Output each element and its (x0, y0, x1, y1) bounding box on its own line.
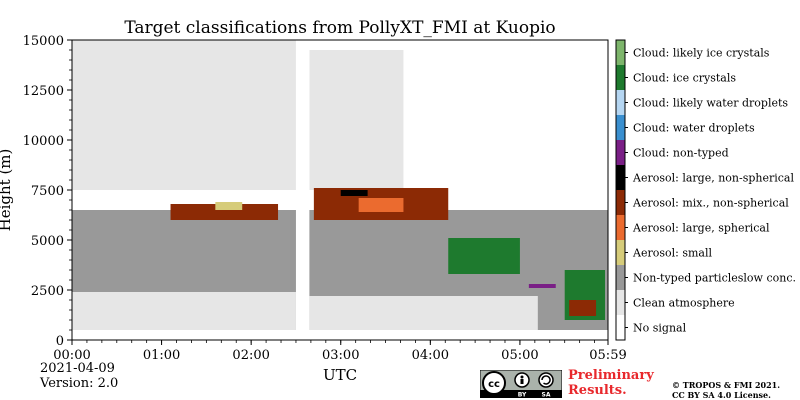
x-tick-label: 05:00 (501, 348, 538, 363)
legend-label: Cloud: water droplets (633, 122, 755, 135)
preliminary-line-1: Preliminary (568, 368, 654, 383)
legend-label: Cloud: likely water droplets (633, 97, 788, 110)
y-tick-label: 0 (56, 334, 64, 349)
y-tick-label: 15000 (23, 34, 64, 49)
legend-swatch (616, 140, 625, 165)
x-tick-label: 00:00 (53, 348, 90, 363)
y-tick-label: 12500 (23, 84, 64, 99)
legend-frame (615, 39, 626, 341)
legend-label: Aerosol: small (632, 247, 712, 260)
legend-swatch (616, 315, 625, 340)
share-alike-icon (538, 372, 554, 388)
region-aerosol-mix-non-spherical-8 (170, 204, 279, 220)
y-tick-label: 10000 (23, 134, 64, 149)
region-cloud-non-typed-15 (528, 284, 556, 288)
svg-text:cc: cc (488, 379, 500, 390)
x-tick-label: 04:00 (412, 348, 449, 363)
legend-swatch (616, 65, 625, 90)
y-axis-label: Height (m) (0, 149, 14, 232)
region-no-signal-6 (72, 330, 608, 340)
legend-swatch (616, 240, 625, 265)
region-clean-atmosphere-1 (72, 292, 296, 330)
region-aerosol-small-10 (215, 202, 243, 210)
region-no-signal-7 (403, 40, 608, 170)
legend-swatch (616, 165, 625, 190)
region-no-signal-5 (295, 40, 310, 340)
x-axis: 00:00 01:00 02:00 03:00 04:00 05:00 05:59 (53, 340, 627, 363)
legend-swatch (616, 40, 625, 65)
preliminary-results-notice: Preliminary Results. (568, 368, 654, 398)
license-sa-label: SA (542, 392, 551, 399)
region-clean-atmosphere-4 (309, 50, 404, 190)
x-tick-label: 05:59 (589, 348, 626, 363)
x-tick-label: 03:00 (322, 348, 359, 363)
legend-label: No signal (633, 322, 687, 335)
region-aerosol-large-spherical-11 (358, 198, 404, 212)
y-axis: 0 2500 5000 7500 10000 12500 15000 (23, 34, 72, 349)
legend-swatch (616, 265, 625, 290)
x-axis-label: UTC (323, 366, 357, 384)
y-tick-label: 2500 (31, 284, 64, 299)
legend-swatch (616, 290, 625, 315)
plot-area (72, 40, 608, 340)
preliminary-line-2: Results. (568, 383, 627, 398)
y-tick-label: 5000 (31, 234, 64, 249)
x-tick-label: 01:00 (143, 348, 180, 363)
legend-label: Cloud: non-typed (633, 147, 729, 160)
chart-title: Target classifications from PollyXT_FMI … (124, 18, 555, 38)
legend-label: Cloud: likely ice crystals (633, 47, 770, 60)
region-cloud-ice-crystals-13 (448, 238, 520, 274)
region-aerosol-large-non-spherical-12 (340, 190, 368, 196)
cc-by-sa-license-badge: cc BY SA (480, 370, 562, 398)
y-tick-label: 7500 (31, 184, 64, 199)
classification-regions (72, 40, 608, 340)
legend-swatch (616, 190, 625, 215)
legend-label: Aerosol: large, non-spherical (632, 172, 794, 185)
legend-label: Aerosol: large, spherical (632, 222, 770, 235)
copyright-line-1: © TROPOS & FMI 2021. (672, 380, 781, 390)
region-aerosol-mix-non-spherical-16 (569, 300, 597, 316)
legend-swatch (616, 90, 625, 115)
class-legend-colorbar: No signal Clean atmosphere Non-typed parti… (615, 39, 796, 341)
legend-swatch (616, 215, 625, 240)
legend-label: Cloud: ice crystals (633, 72, 736, 85)
cc-icon (482, 371, 506, 395)
legend-label: Clean atmosphere (633, 297, 735, 310)
legend-swatch (616, 115, 625, 140)
region-clean-atmosphere-3 (72, 40, 296, 190)
copyright-notice: © TROPOS & FMI 2021. CC BY SA 4.0 Licens… (672, 380, 780, 400)
legend-label: Aerosol: mix., non-spherical (632, 197, 789, 210)
legend-label: Non-typed particleslow conc. (633, 272, 796, 285)
copyright-line-2: CC BY SA 4.0 License. (672, 390, 771, 400)
license-by-label: BY (518, 392, 527, 399)
version-label: Version: 2.0 (40, 376, 119, 391)
region-clean-atmosphere-2 (309, 296, 538, 330)
x-tick-label: 02:00 (232, 348, 269, 363)
measurement-date: 2021-04-09 (40, 361, 115, 376)
